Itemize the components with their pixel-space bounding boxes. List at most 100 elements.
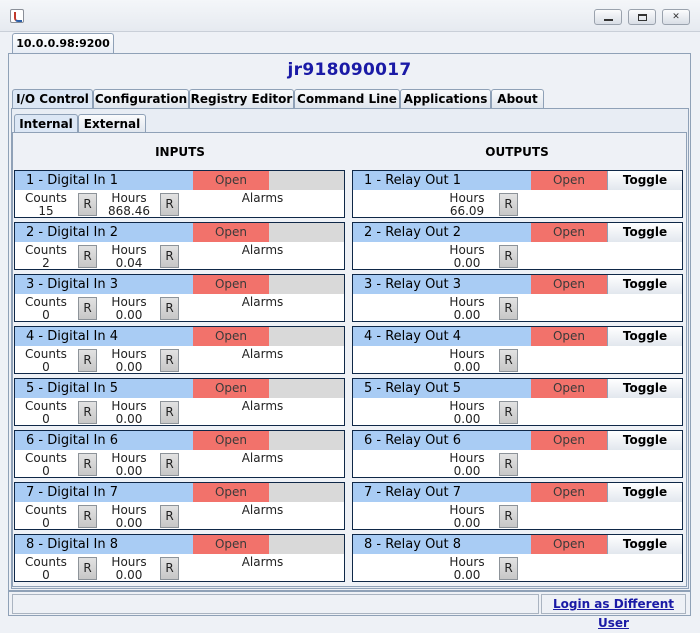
hours-value: 0.00: [115, 568, 143, 582]
input-state-indicator: Open: [193, 275, 269, 294]
counts-value: 0: [42, 360, 50, 374]
hours-value: 0.00: [453, 568, 481, 582]
hours-label: Hours: [111, 243, 147, 257]
input-name: 4 - Digital In 4: [15, 327, 193, 346]
hours-label: Hours: [111, 191, 147, 205]
toggle-button[interactable]: Toggle: [607, 483, 682, 502]
alarms-label: Alarms: [241, 243, 284, 257]
relay-output-card: 7 - Relay Out 7 Open Toggle Hours 0.00 R: [352, 482, 683, 530]
java-app-icon: [10, 9, 24, 23]
reset-hours-button[interactable]: R: [499, 245, 518, 268]
input-state-indicator: Open: [193, 483, 269, 502]
alarms-label: Alarms: [241, 503, 284, 517]
maximize-button[interactable]: [628, 9, 656, 25]
tab-command-line[interactable]: Command Line: [294, 89, 400, 108]
hours-label: Hours: [111, 555, 147, 569]
relay-output-card: 8 - Relay Out 8 Open Toggle Hours 0.00 R: [352, 534, 683, 582]
toggle-button[interactable]: Toggle: [607, 379, 682, 398]
reset-hours-button[interactable]: R: [499, 453, 518, 476]
reset-hours-button[interactable]: R: [160, 245, 179, 268]
window-titlebar[interactable]: ✕: [0, 0, 700, 32]
maximize-icon: [629, 10, 655, 24]
hours-label: Hours: [111, 451, 147, 465]
reset-counts-button[interactable]: R: [78, 193, 97, 216]
reset-counts-button[interactable]: R: [78, 557, 97, 580]
counts-label: Counts: [25, 555, 67, 569]
hours-value: 0.00: [453, 256, 481, 270]
relay-output-card: 3 - Relay Out 3 Open Toggle Hours 0.00 R: [352, 274, 683, 322]
output-name: 3 - Relay Out 3: [353, 275, 531, 294]
reset-hours-button[interactable]: R: [499, 297, 518, 320]
hours-label: Hours: [111, 503, 147, 517]
reset-hours-button[interactable]: R: [499, 505, 518, 528]
minimize-button[interactable]: [594, 9, 622, 25]
reset-hours-button[interactable]: R: [160, 297, 179, 320]
tab-configuration[interactable]: Configuration: [93, 89, 189, 108]
tab-about[interactable]: About: [491, 89, 544, 108]
reset-counts-button[interactable]: R: [78, 245, 97, 268]
reset-counts-button[interactable]: R: [78, 453, 97, 476]
counts-value: 0: [42, 516, 50, 530]
reset-counts-button[interactable]: R: [78, 297, 97, 320]
toggle-button[interactable]: Toggle: [607, 171, 682, 190]
toggle-button[interactable]: Toggle: [607, 223, 682, 242]
input-state-indicator: Open: [193, 327, 269, 346]
reset-hours-button[interactable]: R: [499, 401, 518, 424]
subtab-external[interactable]: External: [78, 114, 146, 133]
close-button[interactable]: ✕: [662, 9, 690, 25]
reset-hours-button[interactable]: R: [499, 557, 518, 580]
reset-hours-button[interactable]: R: [499, 193, 518, 216]
input-name: 8 - Digital In 8: [15, 535, 193, 554]
relay-output-card: 4 - Relay Out 4 Open Toggle Hours 0.00 R: [352, 326, 683, 374]
digital-input-card: 1 - Digital In 1 Open Counts 15 R Hours …: [14, 170, 345, 218]
output-name: 4 - Relay Out 4: [353, 327, 531, 346]
toggle-button[interactable]: Toggle: [607, 327, 682, 346]
card-header: 2 - Digital In 2 Open: [15, 223, 344, 242]
output-state-indicator: Open: [531, 379, 607, 398]
input-state-indicator: Open: [193, 171, 269, 190]
hours-value: 0.04: [115, 256, 143, 270]
card-header: 6 - Relay Out 6 Open Toggle: [353, 431, 682, 450]
reset-hours-button[interactable]: R: [160, 349, 179, 372]
input-state-indicator: Open: [193, 535, 269, 554]
relay-output-card: 1 - Relay Out 1 Open Toggle Hours 66.09 …: [352, 170, 683, 218]
reset-hours-button[interactable]: R: [499, 349, 518, 372]
tab-io-control[interactable]: I/O Control: [12, 89, 93, 109]
hours-label: Hours: [449, 243, 485, 257]
counts-label: Counts: [25, 347, 67, 361]
reset-counts-button[interactable]: R: [78, 349, 97, 372]
input-state-indicator: Open: [193, 223, 269, 242]
status-message: [12, 594, 539, 614]
alarms-label: Alarms: [241, 451, 284, 465]
device-name: jr918090017: [287, 60, 412, 80]
output-name: 8 - Relay Out 8: [353, 535, 531, 554]
tab-applications[interactable]: Applications: [400, 89, 491, 108]
server-tab[interactable]: 10.0.0.98:9200: [12, 33, 114, 53]
reset-counts-button[interactable]: R: [78, 401, 97, 424]
reset-hours-button[interactable]: R: [160, 193, 179, 216]
card-header: 8 - Digital In 8 Open: [15, 535, 344, 554]
toggle-button[interactable]: Toggle: [607, 431, 682, 450]
toggle-button[interactable]: Toggle: [607, 275, 682, 294]
toggle-button[interactable]: Toggle: [607, 535, 682, 554]
subtab-internal[interactable]: Internal: [14, 114, 78, 134]
output-state-indicator: Open: [531, 223, 607, 242]
digital-input-card: 4 - Digital In 4 Open Counts 0 R Hours 0…: [14, 326, 345, 374]
digital-input-card: 6 - Digital In 6 Open Counts 0 R Hours 0…: [14, 430, 345, 478]
reset-hours-button[interactable]: R: [160, 557, 179, 580]
hours-value: 868.46: [108, 204, 150, 218]
output-state-indicator: Open: [531, 535, 607, 554]
reset-hours-button[interactable]: R: [160, 453, 179, 476]
input-name: 7 - Digital In 7: [15, 483, 193, 502]
reset-hours-button[interactable]: R: [160, 505, 179, 528]
hours-label: Hours: [111, 295, 147, 309]
digital-input-card: 8 - Digital In 8 Open Counts 0 R Hours 0…: [14, 534, 345, 582]
relay-output-card: 2 - Relay Out 2 Open Toggle Hours 0.00 R: [352, 222, 683, 270]
tab-registry-editor[interactable]: Registry Editor: [189, 89, 294, 108]
counts-label: Counts: [25, 243, 67, 257]
reset-counts-button[interactable]: R: [78, 505, 97, 528]
reset-hours-button[interactable]: R: [160, 401, 179, 424]
login-different-user-link[interactable]: Login as Different User: [541, 594, 686, 630]
hours-label: Hours: [449, 503, 485, 517]
card-header: 3 - Digital In 3 Open: [15, 275, 344, 294]
